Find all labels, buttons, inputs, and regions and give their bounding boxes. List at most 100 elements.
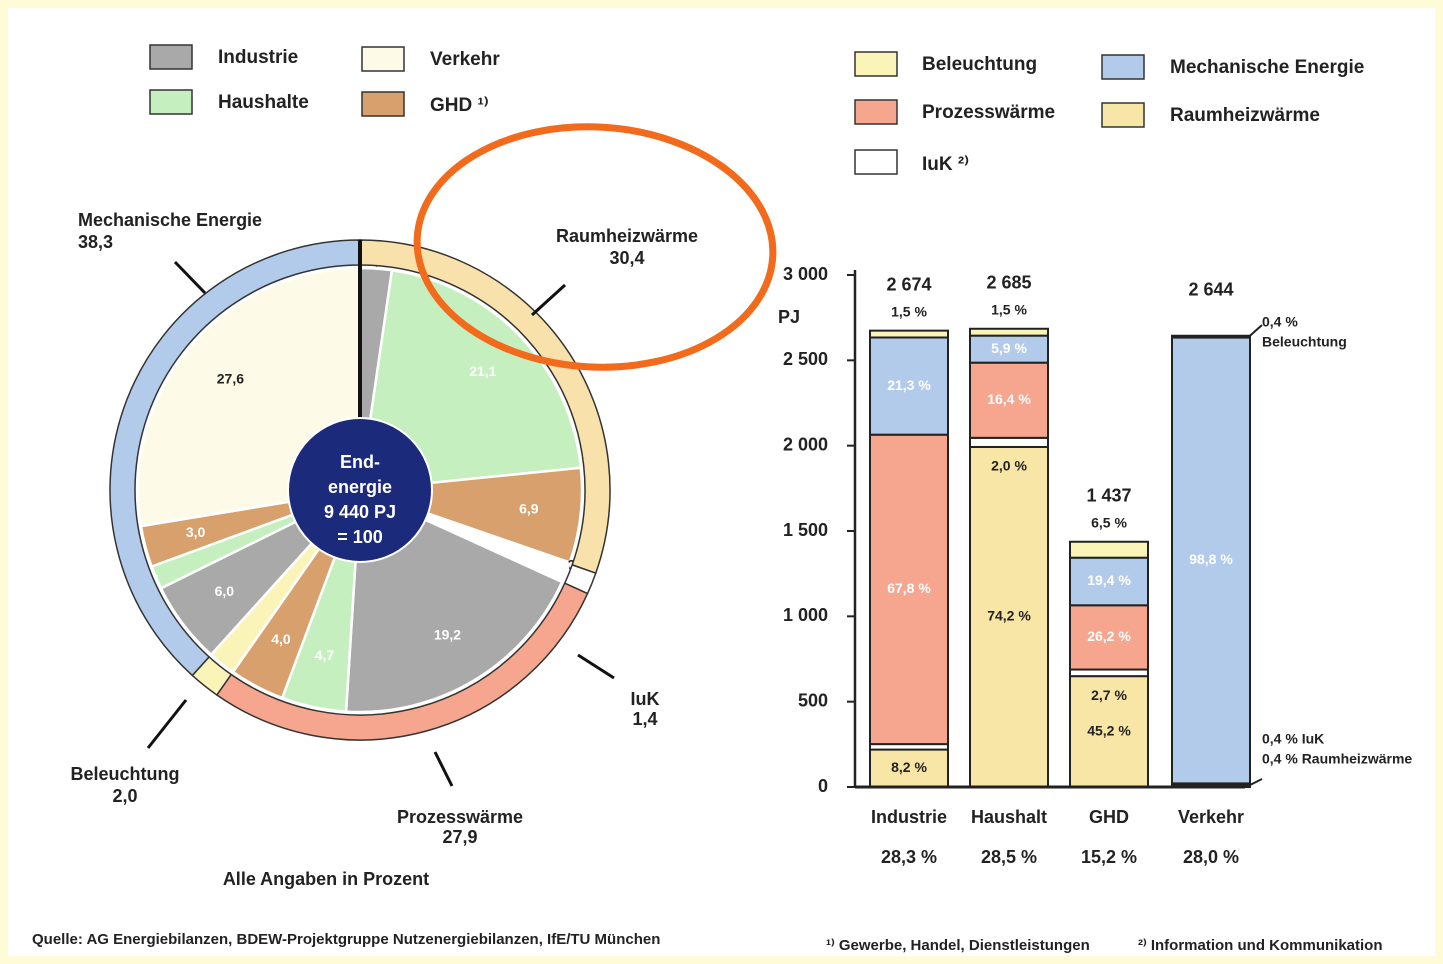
ring-label: Mechanische Energie — [78, 210, 262, 230]
bar-segment — [1069, 540, 1149, 559]
leader-line — [146, 699, 188, 749]
legend-swatch — [1101, 102, 1145, 128]
legend-swatch — [361, 46, 405, 72]
legend-swatch — [149, 44, 193, 70]
ring-label: Prozesswärme — [397, 807, 523, 827]
bar-segment — [1069, 556, 1149, 607]
note: Alle Angaben in Prozent — [223, 869, 429, 889]
total-label: 1 437 — [1086, 486, 1131, 506]
slice-label: 3,0 — [186, 524, 206, 540]
bar-segment — [969, 327, 1049, 337]
center-label: = 100 — [337, 527, 383, 547]
footnote: ¹⁾ Gewerbe, Handel, Dienstleistungen — [826, 937, 1090, 954]
y-tick-label: 1 500 — [783, 520, 828, 540]
source: Quelle: AG Energiebilanzen, BDEW-Projekt… — [32, 931, 660, 948]
y-tick-label: 0 — [818, 776, 828, 796]
legend-label: Raumheizwärme — [1170, 105, 1320, 126]
x-tick-label: Industrie — [871, 807, 947, 827]
stacked-bar-chart: 0 500 1 000 1 500 2 000 2 500 3 000 PJ Raumheizw… — [778, 51, 1412, 867]
ring-value: 27,9 — [442, 827, 477, 847]
ring-value: 30,4 — [609, 248, 644, 268]
bar-segment — [869, 329, 949, 339]
bar-segment — [969, 361, 1049, 439]
share-label: 28,3 % — [881, 847, 937, 867]
legend-label: Verkehr — [430, 49, 500, 70]
center-label: 9 440 PJ — [324, 502, 396, 522]
annotation: Beleuchtung — [1262, 334, 1347, 350]
segment-label: 1,5 % — [991, 301, 1027, 317]
bar-segment — [869, 336, 949, 436]
segment-label: 5,9 % — [991, 340, 1027, 356]
footnote: ²⁾ Information und Kommunikation — [1138, 937, 1383, 954]
x-tick-label: GHD — [1089, 807, 1129, 827]
legend-label: Beleuchtung — [922, 54, 1037, 75]
slice-label: 4,7 — [315, 647, 335, 663]
segment-label: 26,2 % — [1087, 628, 1131, 644]
y-tick-label: 1 000 — [783, 605, 828, 625]
segment-label: 2,0 % — [991, 458, 1027, 474]
share-label: 15,2 % — [1081, 847, 1137, 867]
leader-line — [530, 283, 567, 317]
bar-segment — [1171, 336, 1251, 785]
segment-label: 21,3 % — [887, 377, 931, 393]
slice-label: 6,0 — [215, 583, 235, 599]
segment-label: 0,4 % IuK — [1262, 731, 1324, 747]
x-tick-label: Verkehr — [1178, 807, 1244, 827]
legend-swatch — [361, 91, 405, 117]
segment-label: 6,5 % — [1091, 514, 1127, 530]
ring-value: 38,3 — [78, 232, 113, 252]
legend-swatch — [149, 89, 193, 115]
legend-swatch — [854, 149, 898, 175]
share-label: 28,0 % — [1183, 847, 1239, 867]
center-label: End- — [340, 452, 380, 472]
center-disc — [287, 417, 433, 563]
legend-swatch — [854, 51, 898, 77]
slice-label: 21,1 — [469, 363, 496, 379]
total-label: 2 674 — [886, 274, 931, 294]
slice-label: 27,6 — [217, 371, 244, 387]
leader-line — [1249, 778, 1263, 786]
bar-segment — [1069, 604, 1149, 671]
segment-label: 1,5 % — [891, 303, 927, 319]
highlight-ellipse — [413, 123, 777, 371]
legend-label: Mechanische Energie — [1170, 57, 1364, 78]
leader-line — [173, 260, 207, 295]
segment-label: 74,2 % — [987, 608, 1031, 624]
legend-label: Industrie — [218, 47, 298, 68]
segment-label: 67,8 % — [887, 580, 931, 596]
segment-label: 45,2 % — [1087, 722, 1131, 738]
bar-segment — [969, 436, 1049, 448]
segment-label: 2,7 % — [1091, 687, 1127, 703]
y-tick-label: 2 000 — [783, 434, 828, 454]
legend-label: IuK ²⁾ — [922, 154, 969, 175]
leader-line — [577, 653, 615, 680]
slice-label: 4,0 — [271, 631, 291, 647]
ring-label: Beleuchtung — [70, 764, 179, 784]
y-tick-label: 3 000 — [783, 264, 828, 284]
ring-label: Raumheizwärme — [556, 226, 698, 246]
x-tick-label: Haushalt — [971, 807, 1047, 827]
segment-label: 0,4 % Raumheizwärme — [1262, 751, 1412, 767]
segment-label: 19,4 % — [1087, 572, 1131, 588]
bar-segment — [869, 433, 949, 746]
segment-label: 16,4 % — [987, 391, 1031, 407]
ring-value: 2,0 — [112, 786, 137, 806]
ring-value: 1,4 — [632, 709, 657, 729]
leader-line — [1249, 324, 1263, 337]
legend-label: GHD ¹⁾ — [430, 95, 489, 116]
y-tick-label: 500 — [798, 690, 828, 710]
share-label: 28,5 % — [981, 847, 1037, 867]
y-tick-label: 2 500 — [783, 349, 828, 369]
leader-line — [433, 751, 454, 787]
segment-label: 8,2 % — [891, 759, 927, 775]
legend-swatch — [854, 99, 898, 125]
slice-label: 6,9 — [519, 500, 539, 516]
legend-label: Prozesswärme — [922, 102, 1055, 123]
bar-segment — [969, 334, 1049, 364]
center-label: energie — [328, 477, 392, 497]
segment-label: 98,8 % — [1189, 551, 1233, 567]
total-label: 2 644 — [1188, 280, 1233, 300]
y-axis-label: PJ — [778, 307, 800, 327]
segment-label: 0,4 % — [1262, 314, 1298, 330]
